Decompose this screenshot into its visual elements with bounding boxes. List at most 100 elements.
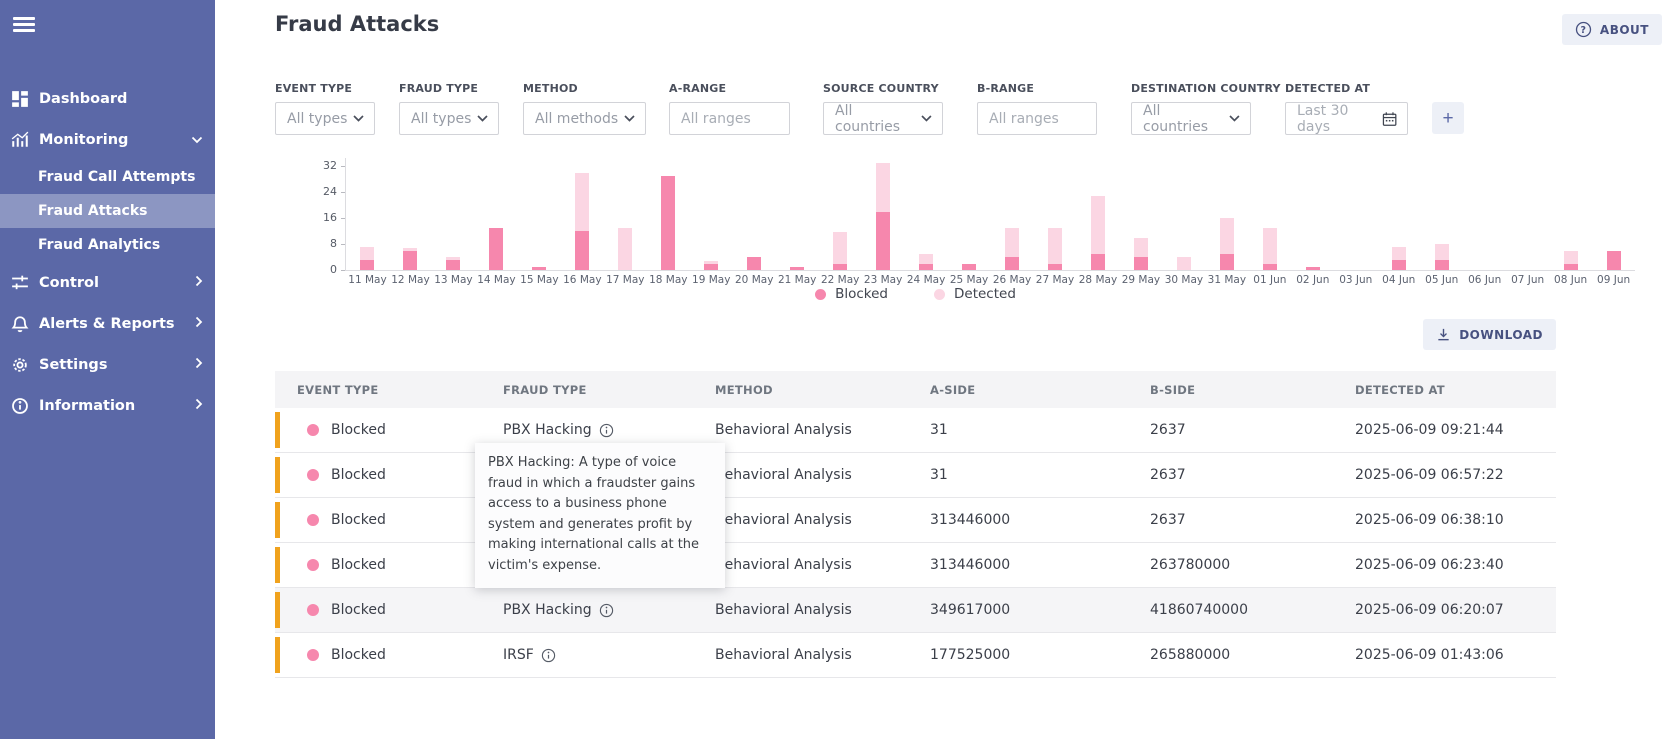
chart-bar-group[interactable]: 28 May — [1076, 158, 1119, 286]
chart-bar-group[interactable]: 29 May — [1119, 158, 1162, 286]
about-button[interactable]: ? ABOUT — [1561, 14, 1662, 45]
sidebar: Dashboard Monitoring Fraud Call Attempts… — [0, 0, 215, 739]
chart-bar-group[interactable]: 26 May — [991, 158, 1034, 286]
chart-bar-group[interactable]: 01 Jun — [1248, 158, 1291, 286]
method-select[interactable]: All methods — [523, 102, 646, 135]
event-type-value: Blocked — [331, 467, 386, 483]
a-range-input[interactable] — [681, 110, 779, 127]
blocked-legend-dot — [815, 288, 827, 300]
x-axis-label: 16 May — [563, 274, 602, 286]
chart-bar-group[interactable]: 19 May — [690, 158, 733, 286]
column-header: METHOD — [715, 382, 773, 397]
chart-bar-group[interactable]: 22 May — [819, 158, 862, 286]
y-axis-tick-label: 16 — [323, 211, 337, 225]
sidebar-item-information[interactable]: Information — [0, 385, 215, 426]
chart-bar-group[interactable]: 20 May — [733, 158, 776, 286]
sidebar-item-dashboard[interactable]: Dashboard — [0, 78, 215, 119]
chart-bar-group[interactable]: 31 May — [1205, 158, 1248, 286]
column-header: B-SIDE — [1150, 382, 1196, 397]
svg-text:?: ? — [1580, 25, 1586, 36]
chart-bar-group[interactable]: 14 May — [475, 158, 518, 286]
chart-bar-group[interactable]: 09 Jun — [1592, 158, 1635, 286]
chart-bar-group[interactable]: 03 Jun — [1334, 158, 1377, 286]
info-icon[interactable] — [599, 423, 614, 438]
legend-label: Detected — [954, 286, 1016, 302]
sidebar-item-fraud-analytics[interactable]: Fraud Analytics — [0, 228, 215, 262]
chart-bar-group[interactable]: 02 Jun — [1291, 158, 1334, 286]
info-icon[interactable] — [599, 603, 614, 618]
dashboard-icon — [10, 89, 29, 108]
fraud-type-select[interactable]: All types — [399, 102, 499, 135]
method-cell: Behavioral Analysis — [715, 512, 852, 528]
sidebar-item-alerts-reports[interactable]: Alerts & Reports — [0, 303, 215, 344]
chart-bar-group[interactable]: 13 May — [432, 158, 475, 286]
a-side-cell: 177525000 — [930, 647, 1011, 663]
sidebar-item-fraud-attacks[interactable]: Fraud Attacks — [0, 194, 215, 228]
chart-bar-group[interactable]: 07 Jun — [1506, 158, 1549, 286]
chart-bar-group[interactable]: 30 May — [1162, 158, 1205, 286]
detected-bar-segment — [575, 173, 590, 231]
chart-bar-group[interactable]: 27 May — [1034, 158, 1077, 286]
chart-bar-group[interactable]: 21 May — [776, 158, 819, 286]
b-range-input[interactable] — [989, 110, 1086, 127]
table-row[interactable]: Blocked PBX Hacking Behavioral Analysis … — [275, 408, 1556, 453]
chart-bar-group[interactable]: 18 May — [647, 158, 690, 286]
chart-bar-group[interactable]: 08 Jun — [1549, 158, 1592, 286]
info-icon — [10, 396, 29, 415]
table-row[interactable]: Blocked Behavioral Analysis 31 2637 2025… — [275, 453, 1556, 498]
chart-bar-group[interactable]: 04 Jun — [1377, 158, 1420, 286]
row-accent-bar — [275, 502, 280, 538]
detected-bar-segment — [1090, 196, 1105, 254]
chart-bar-group[interactable]: 25 May — [948, 158, 991, 286]
destination-country-select[interactable]: All countries — [1131, 102, 1251, 135]
chart-bar-group[interactable]: 16 May — [561, 158, 604, 286]
row-accent-bar — [275, 547, 280, 583]
blocked-bar-segment — [489, 228, 504, 270]
source-country-select[interactable]: All countries — [823, 102, 943, 135]
hamburger-menu-icon[interactable] — [13, 17, 35, 33]
add-filter-button[interactable]: + — [1432, 102, 1464, 134]
detected-at-cell: 2025-06-09 06:38:10 — [1355, 512, 1504, 528]
chart-bar-group[interactable]: 12 May — [389, 158, 432, 286]
table-row[interactable]: Blocked Behavioral Analysis 313446000 26… — [275, 543, 1556, 588]
blocked-bar-segment — [532, 267, 547, 270]
blocked-status-dot — [307, 424, 319, 436]
detected-bar-segment — [876, 163, 891, 212]
blocked-bar-segment — [1391, 260, 1406, 270]
chart-bar-group[interactable]: 17 May — [604, 158, 647, 286]
table-row[interactable]: Blocked IRSF Behavioral Analysis 1775250… — [275, 633, 1556, 678]
chart-bar-group[interactable]: 23 May — [862, 158, 905, 286]
table-row[interactable]: Blocked Behavioral Analysis 313446000 26… — [275, 498, 1556, 543]
detected-at-date-picker[interactable]: Last 30 days — [1285, 102, 1408, 135]
event-type-cell: Blocked — [275, 457, 481, 493]
detected-bar-segment — [360, 247, 375, 260]
chart-bar-group[interactable]: 05 Jun — [1420, 158, 1463, 286]
sidebar-item-settings[interactable]: Settings — [0, 344, 215, 385]
sidebar-item-control[interactable]: Control — [0, 262, 215, 303]
chevron-down-icon — [921, 115, 932, 122]
method-cell: Behavioral Analysis — [715, 557, 852, 573]
x-axis-label: 01 Jun — [1253, 274, 1287, 286]
chart-bar-group[interactable]: 06 Jun — [1463, 158, 1506, 286]
legend-item-detected[interactable]: Detected — [934, 286, 1016, 302]
legend-item-blocked[interactable]: Blocked — [815, 286, 888, 302]
stacked-bar — [1434, 244, 1449, 270]
y-axis-tick-label: 8 — [330, 237, 337, 251]
filter-label: DESTINATION COUNTRY — [1131, 82, 1281, 95]
table-row[interactable]: Blocked PBX Hacking Behavioral Analysis … — [275, 588, 1556, 633]
blocked-bar-segment — [1219, 254, 1234, 270]
blocked-status-dot — [307, 469, 319, 481]
x-axis-label: 08 Jun — [1554, 274, 1588, 286]
sidebar-item-fraud-call-attempts[interactable]: Fraud Call Attempts — [0, 160, 215, 194]
info-icon[interactable] — [541, 648, 556, 663]
main-content: Fraud Attacks ? ABOUT EVENT TYPE All typ… — [215, 0, 1672, 739]
chart-bar-group[interactable]: 11 May — [346, 158, 389, 286]
event-type-select[interactable]: All types — [275, 102, 375, 135]
chart-bar-group[interactable]: 15 May — [518, 158, 561, 286]
chart-bar-group[interactable]: 24 May — [905, 158, 948, 286]
sidebar-item-monitoring[interactable]: Monitoring — [0, 119, 215, 160]
stacked-bar — [833, 232, 848, 270]
download-button[interactable]: DOWNLOAD — [1423, 319, 1556, 350]
stacked-bar — [1176, 257, 1191, 270]
stacked-bar — [747, 257, 762, 270]
